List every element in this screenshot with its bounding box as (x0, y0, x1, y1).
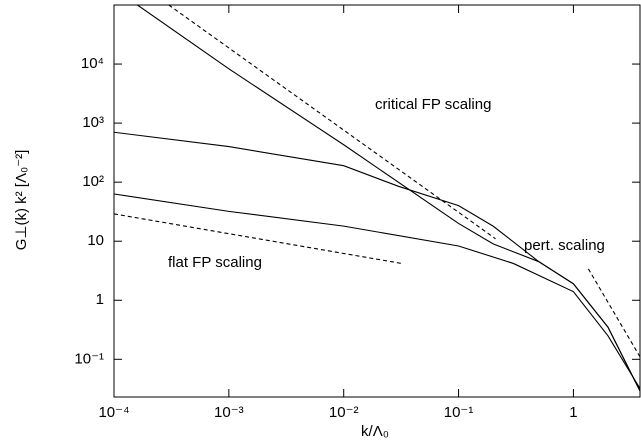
curve (137, 5, 641, 392)
curve (114, 131, 641, 392)
annotation: critical FP scaling (375, 96, 491, 113)
y-tick-label: 10 (87, 232, 104, 249)
curve (587, 268, 641, 358)
curve (168, 5, 496, 240)
curve (114, 193, 641, 389)
annotation: pert. scaling (524, 237, 605, 254)
annotation: flat FP scaling (168, 254, 262, 271)
x-axis-label: k/Λ₀ (361, 423, 389, 440)
y-tick-label: 10⁴ (81, 55, 104, 72)
y-tick-label: 10² (82, 173, 104, 190)
y-axis-label: G⊥(k) k² [Λ₀⁻²] (13, 150, 30, 251)
y-tick-label: 10³ (82, 114, 104, 131)
y-tick-label: 10⁻¹ (74, 350, 104, 367)
x-tick-label: 10⁻³ (214, 404, 244, 421)
x-tick-label: 10⁻¹ (444, 404, 474, 421)
y-tick-label: 1 (96, 291, 104, 308)
plot-frame (113, 4, 641, 398)
x-tick-label: 10⁻² (329, 404, 359, 421)
x-tick-label: 10⁻⁴ (98, 404, 129, 421)
lines (114, 5, 641, 392)
x-tick-label: 1 (569, 404, 577, 421)
